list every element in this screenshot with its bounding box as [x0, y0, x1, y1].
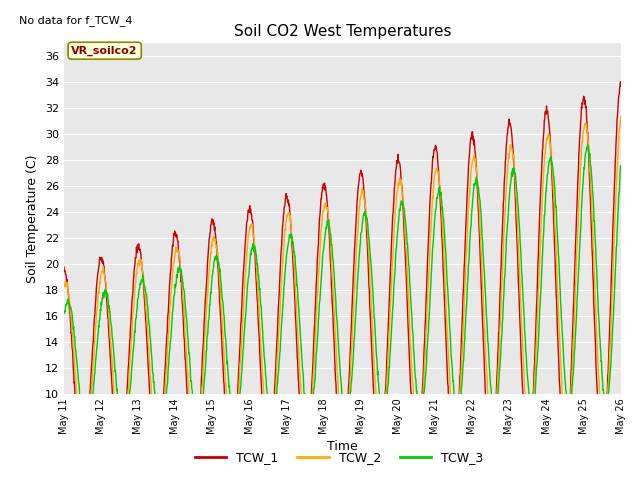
TCW_1 — [308, 377, 316, 383]
TCW_3 — [584, 142, 591, 148]
Text: No data for f_TCW_4: No data for f_TCW_4 — [19, 15, 133, 26]
TCW_3 — [318, 264, 326, 270]
TCW_2 — [318, 217, 326, 223]
TCW_3 — [308, 405, 316, 411]
TCW_1 — [378, 450, 385, 456]
X-axis label: Time: Time — [327, 440, 358, 453]
TCW_3 — [126, 386, 134, 392]
TCW_3 — [60, 310, 68, 315]
Text: VR_soilco2: VR_soilco2 — [72, 46, 138, 56]
TCW_2 — [126, 359, 134, 364]
TCW_2 — [378, 433, 385, 439]
TCW_2 — [617, 114, 625, 120]
Line: TCW_2: TCW_2 — [64, 117, 621, 456]
TCW_2 — [308, 395, 316, 400]
TCW_3 — [297, 336, 305, 342]
TCW_1 — [227, 465, 235, 470]
Title: Soil CO2 West Temperatures: Soil CO2 West Temperatures — [234, 24, 451, 39]
TCW_2 — [81, 454, 88, 459]
TCW_2 — [297, 380, 305, 386]
Y-axis label: Soil Temperature (C): Soil Temperature (C) — [26, 154, 39, 283]
TCW_3 — [104, 291, 111, 297]
TCW_1 — [60, 264, 68, 270]
TCW_3 — [617, 163, 625, 169]
TCW_1 — [318, 189, 326, 195]
TCW_2 — [104, 295, 111, 300]
Line: TCW_3: TCW_3 — [64, 145, 621, 433]
TCW_1 — [616, 79, 624, 84]
TCW_3 — [378, 405, 385, 411]
TCW_1 — [297, 421, 305, 427]
TCW_2 — [60, 283, 68, 288]
TCW_1 — [617, 83, 625, 89]
Line: TCW_1: TCW_1 — [64, 82, 621, 468]
TCW_3 — [83, 430, 90, 436]
Legend: TCW_1, TCW_2, TCW_3: TCW_1, TCW_2, TCW_3 — [190, 446, 488, 469]
TCW_1 — [103, 302, 111, 308]
TCW_1 — [126, 338, 134, 344]
